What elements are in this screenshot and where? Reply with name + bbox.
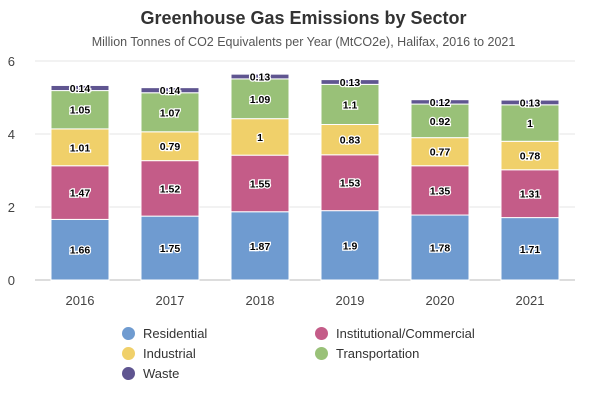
bar-segment <box>320 79 380 85</box>
y-tick-label: 6 <box>8 54 15 69</box>
data-label: 1.47 <box>70 188 91 200</box>
data-label: 1.35 <box>430 185 451 197</box>
data-label: 1 <box>257 132 263 144</box>
data-label: 1.75 <box>160 243 181 255</box>
data-label: 0.14 <box>160 85 181 97</box>
data-label: 0.77 <box>430 147 451 159</box>
bar-segment <box>500 140 560 171</box>
x-tick-label: 2019 <box>336 293 365 308</box>
data-label: 1.09 <box>250 94 271 106</box>
legend-item[interactable]: Waste <box>122 366 179 381</box>
x-tick-label: 2021 <box>516 293 545 308</box>
legend-swatch <box>122 347 135 360</box>
data-label: 1.05 <box>70 105 91 117</box>
bar-segment <box>230 118 290 156</box>
bar-segment <box>230 154 290 213</box>
legend-swatch <box>315 327 328 340</box>
bar-segment <box>230 73 290 80</box>
bar-segment <box>410 165 470 216</box>
data-label: 1.87 <box>250 241 271 253</box>
bar-segment <box>140 92 200 133</box>
legend-item[interactable]: Industrial <box>122 346 196 361</box>
legend-swatch <box>122 367 135 380</box>
legend-item[interactable]: Transportation <box>315 346 419 361</box>
legend-item[interactable]: Residential <box>122 326 207 341</box>
bar-segment <box>50 165 110 220</box>
bar-segment <box>410 103 470 139</box>
data-label: 1.31 <box>520 189 541 201</box>
data-label: 0.92 <box>430 116 451 128</box>
data-label: 0.13 <box>340 77 361 89</box>
bar-segment <box>500 169 560 219</box>
data-label: 1.55 <box>250 178 271 190</box>
data-label: 1.9 <box>343 240 358 252</box>
legend-label: Residential <box>143 326 208 341</box>
bar-segment <box>230 78 290 120</box>
x-tick-label: 2016 <box>66 293 95 308</box>
x-tick-label: 2018 <box>246 293 275 308</box>
data-label: 1.1 <box>343 99 358 111</box>
data-label: 1.71 <box>520 244 541 256</box>
data-label: 1.53 <box>340 178 361 190</box>
bar-segment <box>410 214 470 281</box>
data-label: 0.12 <box>430 97 451 109</box>
bar-segment <box>410 99 470 105</box>
data-label: 1.66 <box>70 245 91 257</box>
data-label: 1.52 <box>160 183 181 195</box>
y-tick-label: 0 <box>8 273 15 288</box>
data-label: 0.14 <box>70 83 91 95</box>
x-tick-label: 2017 <box>156 293 185 308</box>
legend-item[interactable]: Institutional/Commercial <box>315 326 475 341</box>
data-label: 1.01 <box>70 142 91 154</box>
legend-label: Industrial <box>143 346 196 361</box>
chart-title: Greenhouse Gas Emissions by Sector <box>140 8 467 28</box>
bar-segment <box>500 217 560 281</box>
data-label: 1 <box>527 118 533 130</box>
bar-segment <box>320 83 380 126</box>
bar-segment <box>410 137 470 167</box>
data-label: 0.13 <box>250 72 271 84</box>
bar-segment <box>50 84 110 92</box>
data-label: 0.79 <box>160 141 181 153</box>
bar-segment <box>140 160 200 217</box>
legend-label: Institutional/Commercial <box>336 326 475 341</box>
legend-swatch <box>122 327 135 340</box>
data-label: 0.78 <box>520 151 541 163</box>
bar-segment <box>140 215 200 281</box>
legend-label: Transportation <box>336 346 420 361</box>
bar-segment <box>230 211 290 281</box>
data-label: 1.78 <box>430 243 451 255</box>
bar-segment <box>500 99 560 106</box>
y-tick-label: 2 <box>8 200 15 215</box>
bar-segment <box>140 87 200 94</box>
legend-swatch <box>315 347 328 360</box>
legend-label: Waste <box>143 366 180 381</box>
x-tick-label: 2020 <box>426 293 455 308</box>
bar-segment <box>50 90 110 130</box>
y-tick-label: 4 <box>8 127 15 142</box>
data-label: 0.83 <box>340 135 361 147</box>
chart-subtitle: Million Tonnes of CO2 Equivalents per Ye… <box>91 35 516 49</box>
data-label: 0.13 <box>520 97 541 109</box>
bar-segment <box>50 128 110 167</box>
data-label: 1.07 <box>160 107 181 119</box>
